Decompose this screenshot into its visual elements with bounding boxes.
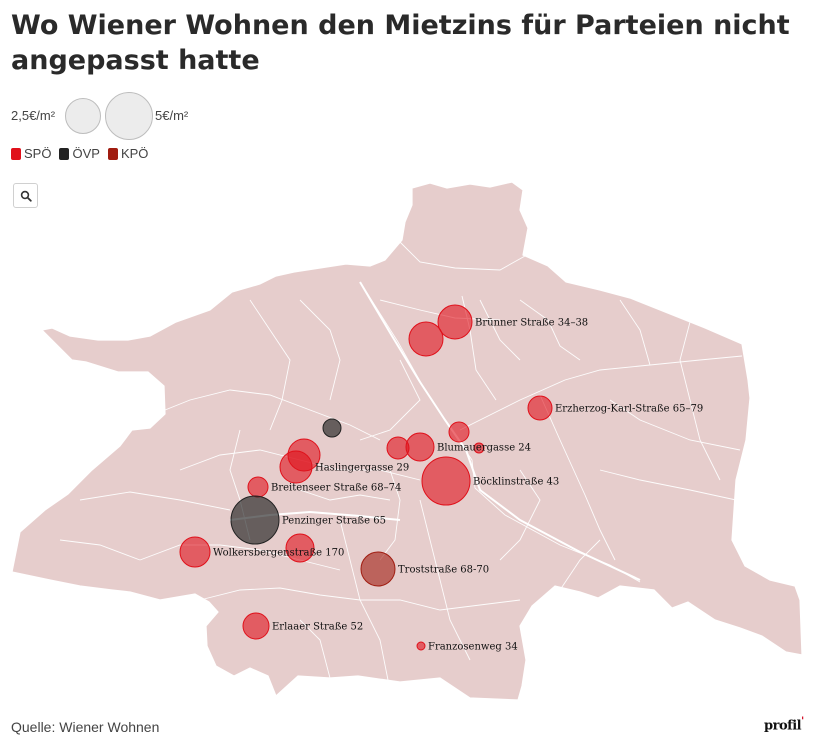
location-marker[interactable] — [360, 551, 396, 587]
location-label: Erzherzog-Karl-Straße 65–79 — [555, 404, 703, 415]
location-marker[interactable] — [437, 304, 473, 340]
location-marker[interactable] — [247, 476, 269, 498]
legend-item-spo: SPÖ — [11, 146, 51, 161]
party-legend: SPÖ ÖVP KPÖ — [11, 146, 148, 161]
location-marker[interactable] — [421, 456, 471, 506]
location-label: Troststraße 68-70 — [398, 565, 489, 576]
legend-swatch-spo — [11, 147, 21, 160]
legend-swatch-ovp — [59, 147, 70, 160]
location-marker[interactable] — [405, 432, 435, 462]
size-legend-small-circle — [65, 98, 101, 134]
location-label: Böcklinstraße 43 — [473, 477, 559, 488]
location-marker[interactable] — [448, 421, 470, 443]
location-marker[interactable] — [230, 495, 280, 545]
location-marker[interactable] — [416, 641, 426, 651]
legend-label-spo: SPÖ — [24, 146, 52, 161]
location-marker[interactable] — [386, 436, 410, 460]
location-marker[interactable] — [285, 533, 315, 563]
size-legend-large-label: 5€/m² — [155, 108, 189, 123]
size-legend-small-label: 2,5€/m² — [11, 108, 56, 123]
location-label: Erlaaer Straße 52 — [272, 622, 363, 633]
location-marker[interactable] — [473, 442, 485, 454]
search-icon — [20, 190, 32, 202]
location-label: Franzosenweg 34 — [428, 642, 518, 653]
location-label: Blumauergasse 24 — [437, 443, 531, 454]
location-marker[interactable] — [527, 395, 553, 421]
profil-logo: profil' — [764, 716, 804, 734]
location-marker[interactable] — [408, 321, 444, 357]
size-legend-large-circle — [105, 92, 153, 140]
legend-item-kpo: KPÖ — [107, 146, 149, 161]
location-marker[interactable] — [179, 536, 211, 568]
location-markers: Brünner Straße 34–38 Erzherzog-Karl-Straß… — [179, 304, 703, 653]
source-note: Quelle: Wiener Wohnen — [11, 719, 160, 735]
location-marker[interactable] — [279, 450, 313, 484]
legend-label-ovp: ÖVP — [72, 146, 100, 161]
legend-item-ovp: ÖVP — [59, 146, 100, 161]
vienna-map[interactable]: Brünner Straße 34–38 Erzherzog-Karl-Straß… — [0, 175, 814, 715]
location-label: Penzinger Straße 65 — [282, 516, 386, 527]
location-marker[interactable] — [322, 418, 342, 438]
search-button[interactable] — [13, 183, 38, 208]
location-label: Breitenseer Straße 68–74 — [271, 483, 401, 494]
location-label: Haslingergasse 29 — [315, 463, 409, 474]
legend-swatch-kpo — [107, 147, 118, 160]
location-marker[interactable] — [242, 612, 270, 640]
legend-label-kpo: KPÖ — [120, 146, 149, 161]
location-label: Brünner Straße 34–38 — [475, 318, 588, 329]
chart-title: Wo Wiener Wohnen den Mietzins für Partei… — [11, 10, 790, 76]
location-label: Wolkersbergenstraße 170 — [213, 548, 344, 559]
